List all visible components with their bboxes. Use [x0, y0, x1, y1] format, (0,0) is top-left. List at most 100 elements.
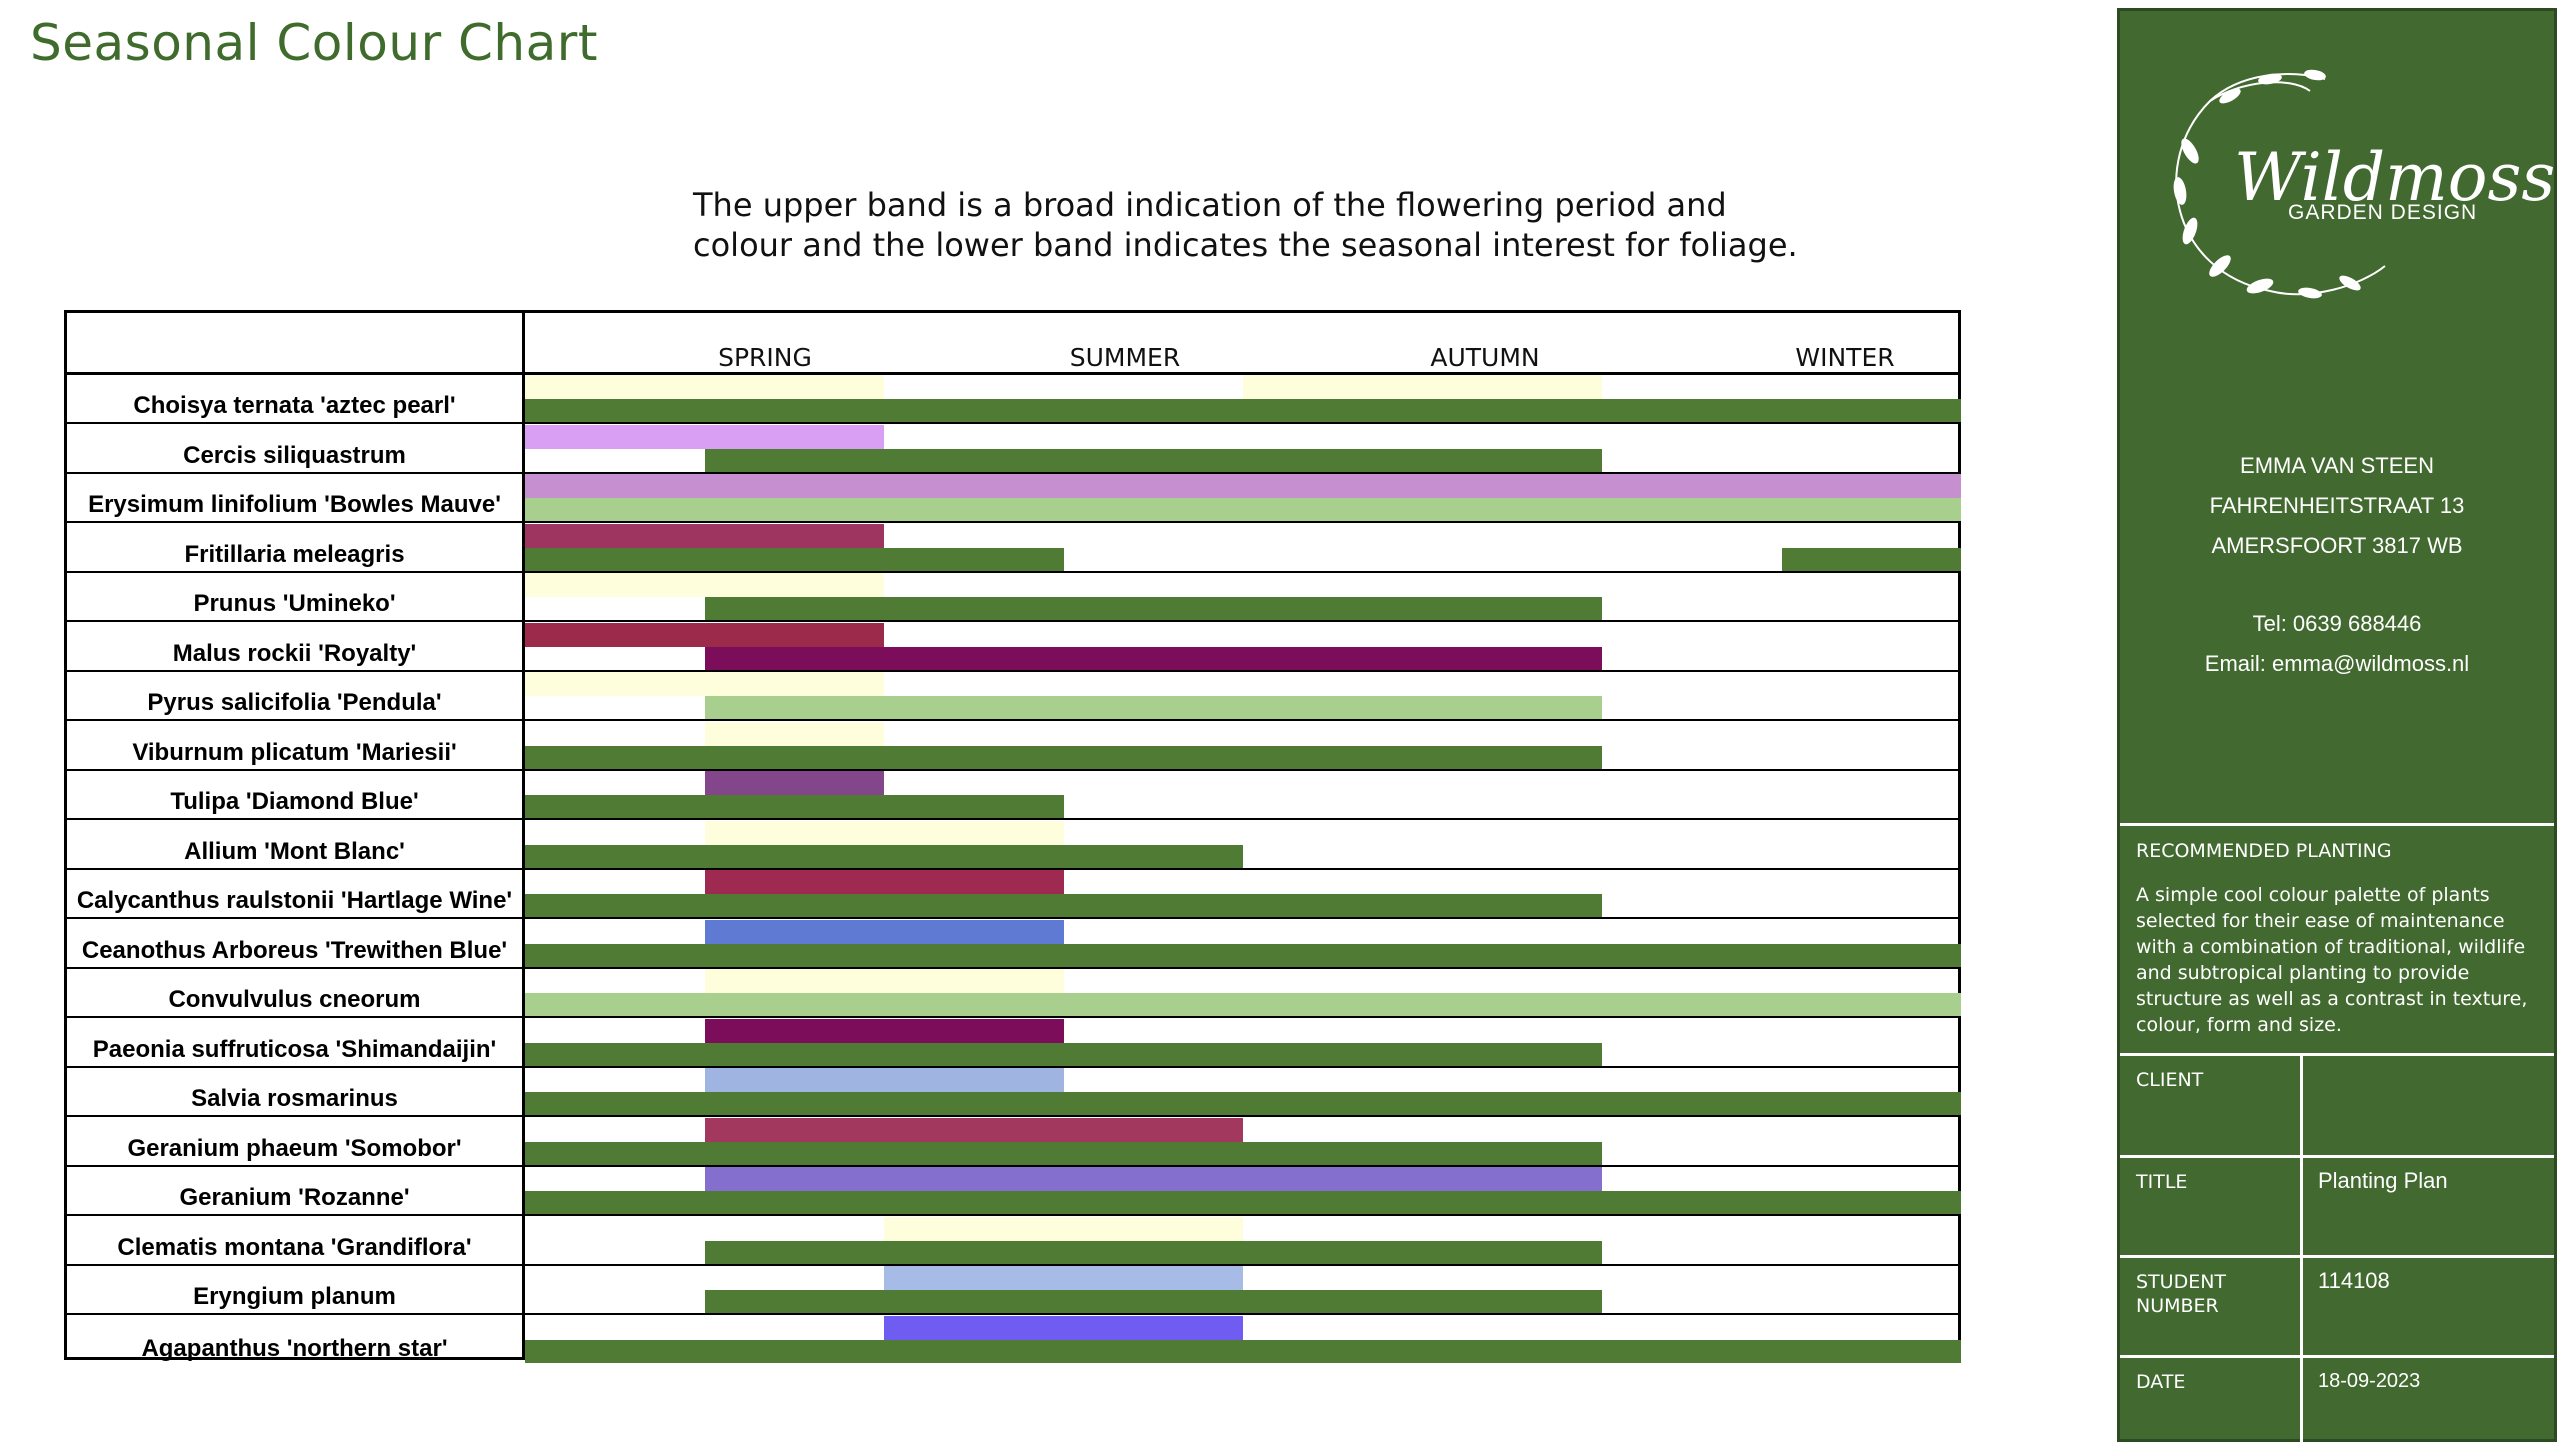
flowering-bar — [704, 721, 884, 746]
logo-wordmark: Wildmoss — [2234, 139, 2556, 216]
flowering-bar — [704, 771, 884, 795]
table-row: Tulipa 'Diamond Blue' — [67, 771, 1958, 820]
plant-bars — [525, 1315, 1961, 1365]
recommended-planting-text: A simple cool colour palette of plants s… — [2136, 884, 2528, 1036]
plant-bars — [525, 919, 1961, 967]
student-number-label: STUDENT NUMBER — [2136, 1271, 2227, 1317]
date-value: 18-09-2023 — [2318, 1370, 2421, 1392]
recommended-planting-section: RECOMMENDED PLANTING A simple cool colou… — [2120, 823, 2554, 1063]
table-row: Agapanthus 'northern star' — [67, 1315, 1961, 1365]
flowering-bar — [525, 573, 884, 597]
foliage-bar — [525, 1191, 1961, 1214]
flowering-bar — [704, 1117, 1243, 1142]
foliage-bar — [525, 943, 1961, 967]
flowering-bar — [1243, 375, 1602, 399]
plant-name: Calycanthus raulstonii 'Hartlage Wine' — [76, 887, 513, 914]
foliage-bar — [525, 745, 1602, 769]
flowering-bar — [704, 1068, 1064, 1092]
flowering-bar — [525, 474, 1961, 498]
table-row: Convulvulus cneorum — [67, 969, 1961, 1018]
recommended-planting-title: RECOMMENDED PLANTING — [2136, 840, 2392, 862]
plant-name: Prunus 'Umineko' — [193, 590, 396, 617]
plant-name: Ceanothus Arboreus 'Trewithen Blue' — [81, 936, 508, 964]
chart-description-line-2: colour and the lower band indicates the … — [693, 226, 1798, 264]
designer-name: EMMA VAN STEEN — [2240, 453, 2434, 478]
table-row: Geranium 'Rozanne' — [67, 1167, 1961, 1216]
foliage-bar — [525, 894, 1602, 917]
table-row: Pyrus salicifolia 'Pendula' — [67, 672, 1958, 721]
plant-bars — [525, 1266, 1958, 1313]
foliage-bar — [525, 1092, 1961, 1115]
plant-bars — [525, 424, 1958, 472]
table-row: Eryngium planum — [67, 1266, 1958, 1315]
client-row-divider — [2300, 1056, 2303, 1155]
plant-name: Geranium 'Rozanne' — [179, 1184, 410, 1211]
seasonal-colour-chart: SPRING SUMMER AUTUMN WINTER Choisya tern… — [64, 310, 1961, 1363]
plant-bars — [525, 870, 1958, 917]
title-value: Planting Plan — [2318, 1168, 2448, 1193]
table-row: Allium 'Mont Blanc' — [67, 820, 1958, 870]
plant-name: Paeonia suffruticosa 'Shimandaijin' — [92, 1035, 497, 1063]
season-label-summer: SUMMER — [1069, 343, 1181, 372]
designer-city: AMERSFOORT 3817 WB — [2211, 533, 2463, 558]
season-label-spring: SPRING — [718, 343, 812, 372]
flowering-bar — [525, 672, 884, 696]
table-row: Cercis siliquastrum — [67, 424, 1958, 474]
flowering-bar — [704, 870, 1064, 894]
foliage-bar — [525, 844, 1243, 868]
plant-name: Agapanthus 'northern star' — [141, 1334, 448, 1362]
wildmoss-logo: Wildmoss GARDEN DESIGN — [2150, 61, 2555, 311]
plant-name: Cercis siliquastrum — [183, 441, 406, 469]
flowering-bar — [704, 969, 1064, 993]
chart-description: The upper band is a broad indication of … — [693, 185, 1893, 265]
flowering-bar — [704, 1167, 1602, 1191]
flowering-bar — [884, 1216, 1243, 1241]
date-row: DATE 18-09-2023 — [2120, 1355, 2554, 1445]
flowering-bar — [525, 622, 884, 647]
foliage-bar — [704, 646, 1602, 670]
leaf-wreath-icon — [2173, 69, 2386, 299]
plant-bars — [525, 969, 1961, 1016]
foliage-bar — [704, 1290, 1602, 1313]
flowering-bar — [525, 523, 884, 548]
foliage-bar — [704, 1240, 1602, 1264]
foliage-bar — [525, 795, 1064, 818]
flowering-bar — [525, 424, 884, 449]
logo-subtitle: GARDEN DESIGN — [2288, 201, 2478, 224]
foliage-bar — [525, 547, 1064, 571]
plant-bars — [525, 721, 1958, 769]
plant-bars — [525, 1068, 1961, 1115]
flowering-bar — [884, 1266, 1243, 1290]
plant-name: Viburnum plicatum 'Mariesii' — [132, 738, 457, 766]
title-row: TITLE Planting Plan — [2120, 1155, 2554, 1255]
plant-name: Convulvulus cneorum — [168, 986, 421, 1013]
foliage-bar — [525, 1339, 1961, 1363]
plant-bars — [525, 1018, 1958, 1066]
plant-bars — [525, 771, 1958, 818]
plant-name: Eryngium planum — [193, 1283, 396, 1310]
designer-phone: Tel: 0639 688446 — [2252, 611, 2422, 636]
flowering-bar — [704, 919, 1064, 944]
client-label: CLIENT — [2136, 1069, 2204, 1091]
plant-bars — [525, 1167, 1961, 1214]
title-label: TITLE — [2136, 1171, 2188, 1193]
plant-bars — [525, 523, 1961, 571]
table-row: Choisya ternata 'aztec pearl' — [67, 375, 1961, 424]
plant-bars — [525, 1117, 1958, 1165]
table-row: Fritillaria meleagris — [67, 523, 1961, 573]
table-row: Paeonia suffruticosa 'Shimandaijin' — [67, 1018, 1958, 1068]
designer-street: FAHRENHEITSTRAAT 13 — [2209, 493, 2465, 518]
date-label: DATE — [2136, 1371, 2186, 1393]
table-row: Salvia rosmarinus — [67, 1068, 1961, 1117]
season-header-row: SPRING SUMMER AUTUMN WINTER — [67, 313, 1958, 375]
flowering-bar — [704, 1018, 1064, 1043]
foliage-bar — [704, 597, 1602, 620]
foliage-bar — [1781, 547, 1961, 571]
plant-name: Geranium phaeum 'Somobor' — [127, 1134, 462, 1162]
plant-name: Salvia rosmarinus — [191, 1085, 398, 1112]
foliage-bar — [525, 1141, 1602, 1165]
table-row: Clematis montana 'Grandiflora' — [67, 1216, 1958, 1266]
table-row: Ceanothus Arboreus 'Trewithen Blue' — [67, 919, 1961, 969]
plant-bars — [525, 474, 1961, 521]
plant-name: Clematis montana 'Grandiflora' — [117, 1233, 472, 1261]
